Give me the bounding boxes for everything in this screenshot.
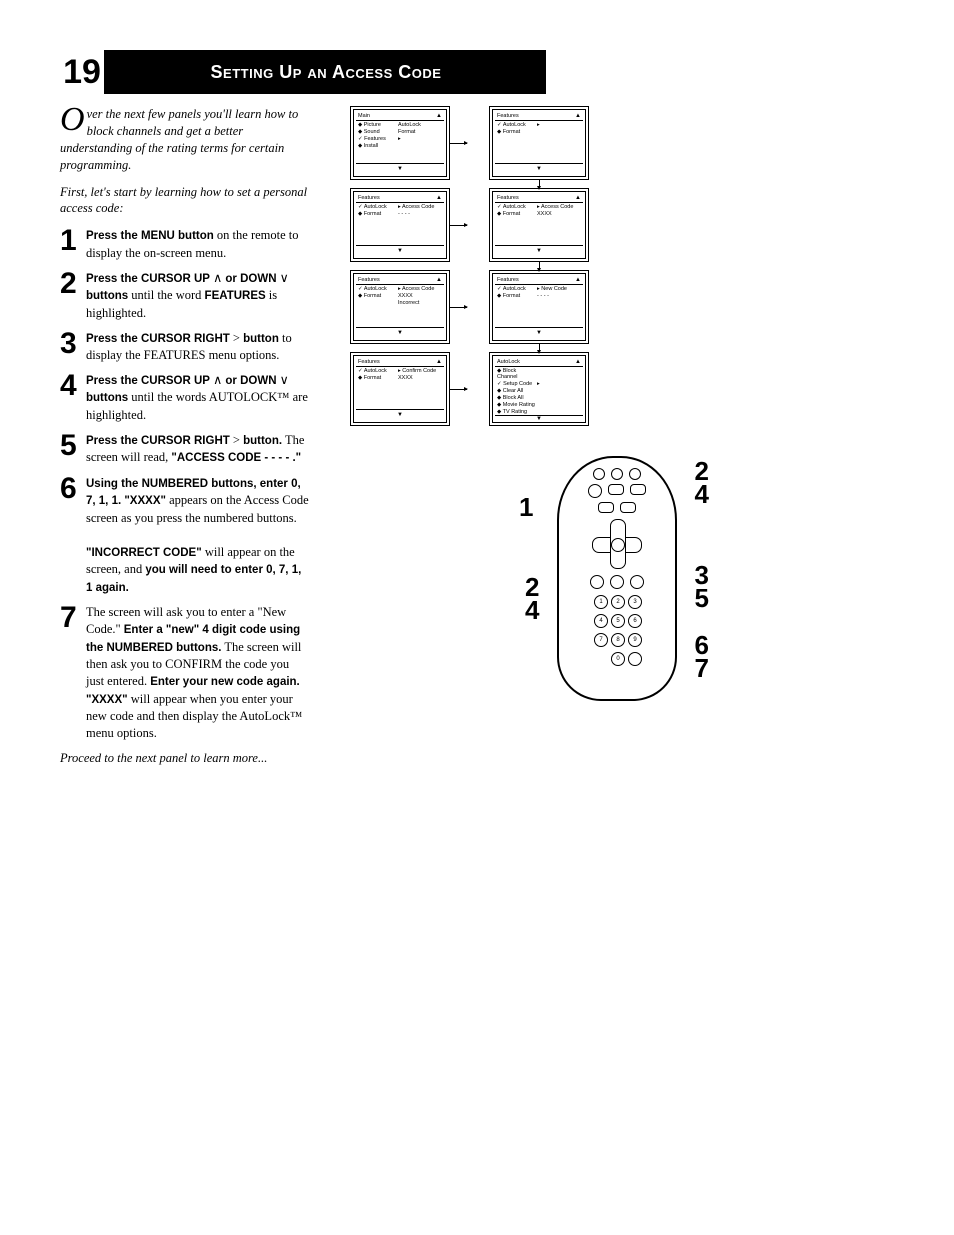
menu-screen-1: Main▲◆ PictureAutoLock◆ SoundFormat✓ Fea… bbox=[350, 106, 450, 180]
step-number: 1 bbox=[60, 227, 86, 261]
menu-screen-6: Features▲✓ AutoLock▸ New Code◆ Format- -… bbox=[489, 270, 589, 344]
dropcap: O bbox=[60, 106, 87, 134]
num-0: 0 bbox=[611, 652, 625, 666]
num-extra bbox=[628, 652, 642, 666]
num-9: 9 bbox=[628, 633, 642, 647]
step-number: 2 bbox=[60, 270, 86, 322]
remote-button bbox=[590, 575, 604, 589]
menu-screen-4: Features▲✓ AutoLock▸ Access Code◆ Format… bbox=[489, 188, 589, 262]
remote-button bbox=[629, 468, 641, 480]
num-6: 6 bbox=[628, 614, 642, 628]
menu-screen-8: AutoLock▲◆ Block Channel✓ Setup Code▸◆ C… bbox=[489, 352, 589, 426]
step-text: Press the CURSOR UP ∧ or DOWN ∨ buttons … bbox=[86, 372, 310, 424]
menu-screens-grid: Main▲◆ PictureAutoLock◆ SoundFormat✓ Fea… bbox=[350, 106, 610, 426]
step-text: Press the CURSOR RIGHT > button. The scr… bbox=[86, 432, 310, 467]
num-8: 8 bbox=[611, 633, 625, 647]
diagrams-column: Main▲◆ PictureAutoLock◆ SoundFormat✓ Fea… bbox=[340, 106, 894, 767]
remote-row5 bbox=[590, 575, 644, 589]
callout-67: 6 7 bbox=[695, 634, 709, 681]
step-4: 4Press the CURSOR UP ∧ or DOWN ∨ buttons… bbox=[60, 372, 310, 424]
dpad-center bbox=[611, 538, 625, 552]
remote-top-row bbox=[593, 468, 641, 480]
remote-button bbox=[593, 468, 605, 480]
intro-subparagraph: First, let's start by learning how to se… bbox=[60, 184, 310, 218]
step-1: 1Press the MENU button on the remote to … bbox=[60, 227, 310, 261]
step-text: Press the CURSOR RIGHT > button to displ… bbox=[86, 330, 310, 364]
menu-screen-7: Features▲✓ AutoLock▸ Confirm Code◆ Forma… bbox=[350, 352, 450, 426]
remote-button bbox=[630, 484, 646, 495]
callout-35: 3 5 bbox=[695, 564, 709, 611]
remote-button bbox=[608, 484, 624, 495]
step-number: 3 bbox=[60, 330, 86, 364]
step-5: 5Press the CURSOR RIGHT > button. The sc… bbox=[60, 432, 310, 467]
callout-1: 1 bbox=[519, 492, 533, 523]
remote-row3 bbox=[598, 502, 636, 513]
step-number: 5 bbox=[60, 432, 86, 467]
remote-dpad bbox=[592, 519, 642, 569]
step-text: The screen will ask you to enter a "New … bbox=[86, 604, 310, 742]
step-text: Press the MENU button on the remote to d… bbox=[86, 227, 310, 261]
menu-screen-3: Features▲✓ AutoLock▸ Access Code◆ Format… bbox=[350, 188, 450, 262]
remote-body: 1 2 3 4 5 6 7 8 9 0 bbox=[557, 456, 677, 701]
remote-button bbox=[630, 575, 644, 589]
page-number: 19 bbox=[60, 50, 106, 94]
step-7: 7The screen will ask you to enter a "New… bbox=[60, 604, 310, 742]
remote-menu-button bbox=[598, 502, 614, 513]
remote-numpad: 1 2 3 4 5 6 7 8 9 0 bbox=[594, 595, 640, 666]
num-4: 4 bbox=[594, 614, 608, 628]
step-2: 2Press the CURSOR UP ∧ or DOWN ∨ buttons… bbox=[60, 270, 310, 322]
intro-paragraph: Over the next few panels you'll learn ho… bbox=[60, 106, 310, 174]
step-number: 7 bbox=[60, 604, 86, 742]
callout-24-right: 2 4 bbox=[695, 460, 709, 507]
step-number: 4 bbox=[60, 372, 86, 424]
footer-note: Proceed to the next panel to learn more.… bbox=[60, 750, 310, 767]
remote-button bbox=[610, 575, 624, 589]
num-7: 7 bbox=[594, 633, 608, 647]
remote-button bbox=[588, 484, 602, 498]
menu-screen-5: Features▲✓ AutoLock▸ Access Code◆ Format… bbox=[350, 270, 450, 344]
remote-button bbox=[611, 468, 623, 480]
step-number: 6 bbox=[60, 475, 86, 596]
remote-button bbox=[620, 502, 636, 513]
instructions-column: Over the next few panels you'll learn ho… bbox=[60, 106, 310, 767]
step-6: 6Using the NUMBERED buttons, enter 0, 7,… bbox=[60, 475, 310, 596]
num-2: 2 bbox=[611, 595, 625, 609]
num-5: 5 bbox=[611, 614, 625, 628]
callout-24-left: 2 4 bbox=[525, 576, 539, 623]
menu-screen-2: Features▲✓ AutoLock▸◆ Format▼ bbox=[489, 106, 589, 180]
remote-row2 bbox=[588, 484, 646, 498]
num-1: 1 bbox=[594, 595, 608, 609]
step-text: Press the CURSOR UP ∧ or DOWN ∨ buttons … bbox=[86, 270, 310, 322]
step-3: 3Press the CURSOR RIGHT > button to disp… bbox=[60, 330, 310, 364]
num-3: 3 bbox=[628, 595, 642, 609]
remote-diagram: 1 2 4 2 4 3 5 6 7 bbox=[527, 456, 707, 701]
step-text: Using the NUMBERED buttons, enter 0, 7, … bbox=[86, 475, 310, 596]
page-title: Setting Up an Access Code bbox=[106, 50, 546, 94]
